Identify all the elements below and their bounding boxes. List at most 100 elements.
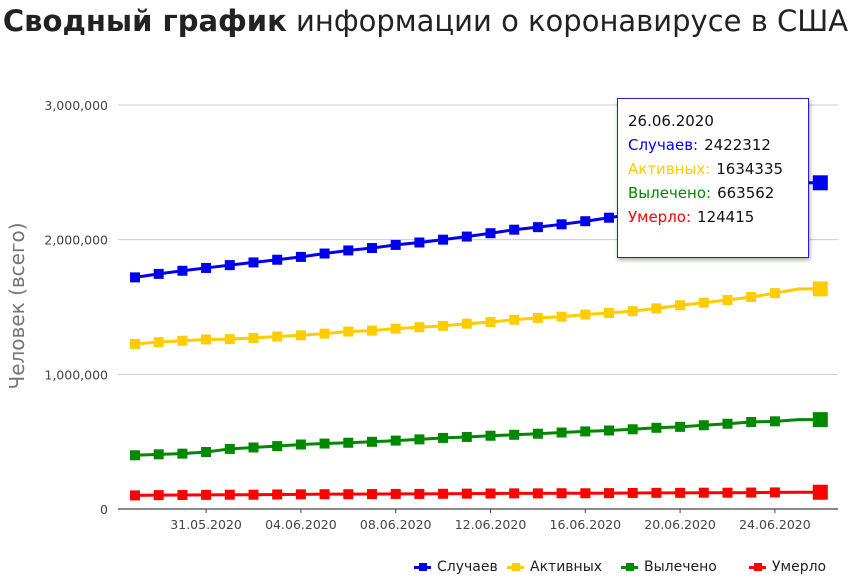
legend-item-deaths[interactable]: Умерло: [749, 557, 826, 577]
data-point[interactable]: [390, 488, 401, 499]
data-point[interactable]: [746, 487, 757, 498]
data-point[interactable]: [130, 272, 140, 283]
data-point[interactable]: [485, 317, 496, 328]
data-point[interactable]: [224, 443, 235, 454]
data-point[interactable]: [509, 224, 520, 235]
data-point[interactable]: [580, 309, 591, 320]
data-point[interactable]: [698, 297, 709, 308]
data-point[interactable]: [532, 222, 543, 233]
data-point[interactable]: [722, 487, 733, 498]
data-point[interactable]: [604, 488, 614, 499]
data-series[interactable]: [130, 175, 828, 501]
data-point[interactable]: [485, 430, 496, 441]
data-point[interactable]: [414, 488, 425, 499]
data-point[interactable]: [438, 432, 449, 443]
data-point[interactable]: [319, 438, 330, 449]
data-point[interactable]: [153, 268, 164, 279]
data-point[interactable]: [224, 489, 235, 500]
data-point[interactable]: [153, 490, 164, 501]
data-point-highlighted[interactable]: [812, 281, 828, 297]
data-point[interactable]: [201, 447, 212, 458]
data-point[interactable]: [509, 488, 520, 499]
data-point[interactable]: [675, 300, 686, 311]
legend-item-recovered[interactable]: Вылечено: [621, 557, 717, 577]
data-point[interactable]: [461, 431, 472, 442]
data-point[interactable]: [272, 489, 283, 500]
data-point[interactable]: [248, 332, 259, 343]
data-point[interactable]: [627, 424, 638, 435]
data-point[interactable]: [272, 254, 283, 265]
data-point[interactable]: [224, 260, 235, 271]
data-point[interactable]: [532, 488, 543, 499]
data-point[interactable]: [746, 417, 757, 428]
data-point[interactable]: [224, 334, 235, 345]
data-point[interactable]: [343, 326, 354, 337]
data-point[interactable]: [675, 487, 686, 498]
data-point[interactable]: [651, 422, 662, 433]
data-point[interactable]: [556, 488, 567, 499]
data-point[interactable]: [485, 488, 496, 499]
data-point[interactable]: [556, 219, 567, 230]
data-point[interactable]: [248, 489, 259, 500]
data-point[interactable]: [319, 489, 330, 500]
series-4[interactable]: [130, 484, 828, 501]
data-point-highlighted[interactable]: [812, 484, 828, 500]
series-3[interactable]: [130, 412, 828, 461]
data-point[interactable]: [461, 231, 472, 242]
data-point[interactable]: [651, 487, 662, 498]
data-point[interactable]: [414, 434, 425, 445]
legend-item-active[interactable]: Активных: [507, 557, 602, 577]
data-point[interactable]: [556, 311, 567, 322]
data-point[interactable]: [130, 450, 140, 461]
data-point[interactable]: [485, 228, 496, 239]
data-point[interactable]: [272, 331, 283, 342]
data-point[interactable]: [769, 288, 780, 299]
data-point[interactable]: [461, 318, 472, 329]
data-point[interactable]: [201, 262, 212, 273]
data-point[interactable]: [604, 425, 614, 436]
data-point[interactable]: [201, 489, 212, 500]
data-point[interactable]: [438, 488, 449, 499]
data-point[interactable]: [130, 490, 140, 501]
data-point[interactable]: [272, 441, 283, 452]
data-point[interactable]: [177, 335, 188, 346]
data-point[interactable]: [295, 251, 306, 262]
data-point[interactable]: [319, 328, 330, 339]
data-point-highlighted[interactable]: [812, 412, 828, 428]
data-point[interactable]: [130, 338, 140, 349]
data-point[interactable]: [438, 320, 449, 331]
data-point[interactable]: [343, 437, 354, 448]
data-point[interactable]: [367, 243, 377, 254]
data-point[interactable]: [177, 265, 188, 276]
data-point[interactable]: [295, 439, 306, 450]
data-point[interactable]: [509, 429, 520, 440]
data-point[interactable]: [390, 239, 401, 250]
data-point[interactable]: [177, 489, 188, 500]
data-point[interactable]: [627, 487, 638, 498]
data-point[interactable]: [295, 330, 306, 341]
data-point[interactable]: [769, 416, 780, 427]
data-point[interactable]: [746, 292, 757, 303]
data-point[interactable]: [153, 449, 164, 460]
data-point[interactable]: [722, 418, 733, 429]
data-point[interactable]: [248, 442, 259, 453]
data-point[interactable]: [627, 306, 638, 317]
data-point[interactable]: [580, 426, 591, 437]
legend-item-cases[interactable]: Случаев: [414, 557, 498, 577]
data-point[interactable]: [461, 488, 472, 499]
data-point[interactable]: [177, 448, 188, 459]
data-point[interactable]: [532, 428, 543, 439]
data-point[interactable]: [580, 216, 591, 227]
data-point[interactable]: [367, 325, 377, 336]
data-point[interactable]: [390, 323, 401, 334]
data-point[interactable]: [153, 337, 164, 348]
data-point[interactable]: [343, 489, 354, 500]
data-point[interactable]: [769, 487, 780, 498]
data-point[interactable]: [698, 420, 709, 431]
data-point[interactable]: [367, 489, 377, 500]
data-point[interactable]: [675, 421, 686, 432]
data-point[interactable]: [532, 312, 543, 323]
data-point[interactable]: [604, 307, 614, 318]
data-point[interactable]: [319, 248, 330, 259]
data-point[interactable]: [722, 294, 733, 305]
